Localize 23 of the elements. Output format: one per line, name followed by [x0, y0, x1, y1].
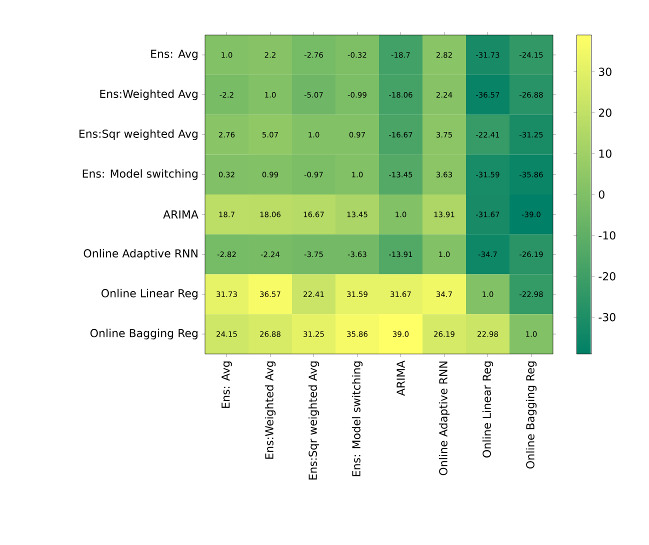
y-tick-label: Ens:Weighted Avg [100, 89, 198, 100]
y-tick-label: Online Linear Reg [102, 288, 198, 300]
x-tick-label: Ens: Avg [222, 362, 232, 408]
x-tick-label: Ens:Sqr weighted Avg [308, 362, 320, 480]
y-tick-label: Ens:Sqr weighted Avg [80, 129, 198, 140]
color-bar-label: -20 [598, 272, 616, 280]
color-bar-label: 30 [598, 68, 612, 76]
color-bar-label: -30 [598, 313, 616, 322]
color-bar-label: 10 [599, 149, 612, 158]
y-tick-label: Online Adaptive RNN [84, 248, 198, 260]
x-tick-label: Ens: Model switching [352, 362, 363, 476]
x-tick-label: Online Bagging Reg [526, 362, 537, 469]
x-tick-label: Online Adaptive RNN [438, 362, 450, 476]
color-bar-label: 0 [598, 190, 604, 199]
x-tick-label: Online Linear Reg [482, 362, 494, 458]
y-tick-label: Online Bagging Reg [90, 328, 198, 340]
y-tick-label: Ens: Avg [151, 50, 198, 60]
color-bar-label: -10 [598, 231, 616, 240]
x-tick-label: ARIMA [396, 360, 405, 396]
x-tick-label: Ens:Weighted Avg [264, 362, 276, 459]
y-tick-label: Ens: Model switching [82, 169, 198, 180]
color-bar-label: 20 [598, 108, 612, 117]
y-tick-label: ARIMA [163, 210, 198, 218]
